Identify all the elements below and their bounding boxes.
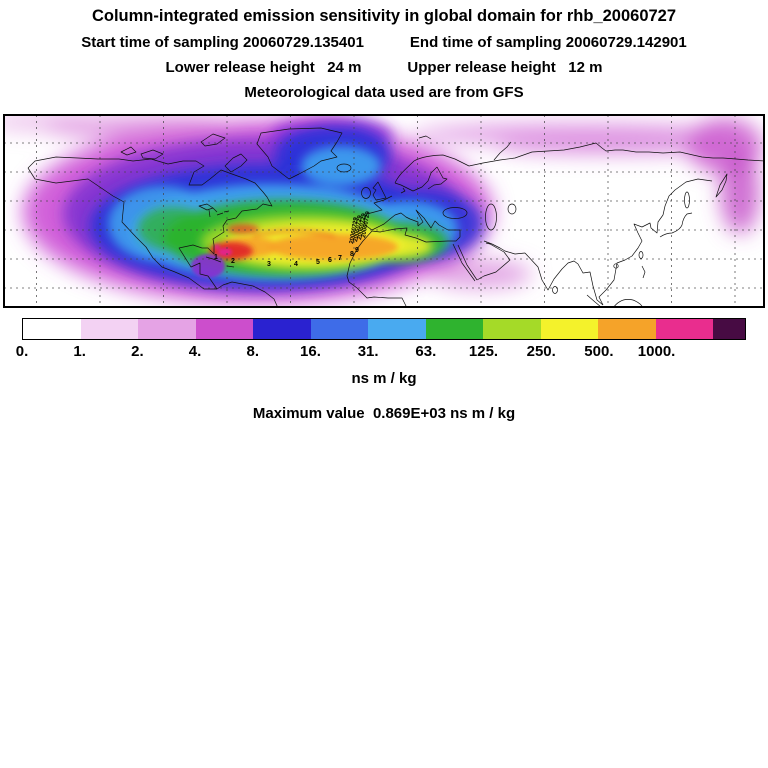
- trajectory-number: 2: [231, 258, 235, 265]
- coastline-arctic-islands: [120, 133, 248, 173]
- kamchatka: [715, 173, 728, 198]
- trajectory-number: 9: [355, 247, 359, 254]
- great-lakes: [198, 203, 230, 218]
- trajectory-number: 1: [214, 254, 218, 261]
- release-time-cluster: 20060729 20060729 20060729 20060729: [349, 210, 372, 244]
- sri-lanka: [552, 286, 558, 294]
- met-source-text: Meteorological data used are from GFS: [244, 84, 524, 101]
- trajectory-number: 5: [316, 259, 320, 266]
- sakhalin: [684, 191, 690, 209]
- release-time-label: 20060729: [357, 212, 368, 240]
- upper-release-text: Upper release height 12 m: [407, 59, 603, 76]
- release-time-label: 20060729: [349, 216, 360, 244]
- max-value-label: Maximum value: [252, 405, 365, 422]
- japan: [659, 212, 693, 238]
- coastline-arabia: [476, 240, 526, 281]
- colorbar-unit: ns m / kg: [351, 370, 417, 387]
- coastline-europe-mediterranean: [363, 195, 461, 243]
- release-time-label: 20060729: [361, 210, 372, 238]
- coastline-north-america-west: [27, 167, 279, 308]
- philippines: [641, 265, 646, 279]
- coastlines: [27, 127, 765, 308]
- map-panel: 1 2 3 4 5 6 7 8 9 20060729 20060729 2006…: [3, 114, 765, 308]
- end-time-text: End time of sampling 20060729.142901: [409, 34, 687, 51]
- lower-release-text: Lower release height 24 m: [165, 59, 362, 76]
- colorbar: 0. 1. 2. 4. 8. 16. 31. 63. 125. 250. 500. 1000.: [15, 318, 746, 362]
- trajectory-number: 8: [350, 251, 354, 258]
- max-value-spacer: [365, 405, 373, 422]
- colorbar-cells: [22, 318, 746, 340]
- novaya-zemlya: [418, 135, 512, 161]
- trajectory-number: 3: [267, 261, 271, 268]
- coastline-siberia-north: [468, 142, 765, 167]
- plume: [4, 115, 763, 304]
- taiwan: [638, 251, 644, 259]
- hainan: [613, 263, 619, 269]
- coastline-north-america-east: [27, 156, 273, 290]
- trajectory-number: 4: [294, 261, 298, 268]
- coastline-uk: [372, 181, 387, 201]
- caspian-sea: [485, 203, 497, 231]
- black-sea: [442, 207, 468, 219]
- colorbar-ticks: 0. 1. 2. 4. 8. 16. 31. 63. 125. 250. 500. 1000.: [15, 343, 676, 360]
- flexpart-plot-page: Column-integrated emission sensitivity i…: [0, 7, 768, 422]
- coastline-greenland: [256, 127, 343, 180]
- plot-title: Column-integrated emission sensitivity i…: [91, 7, 677, 25]
- borneo-sumatra: [586, 294, 644, 308]
- coastline-africa-west: [346, 230, 408, 308]
- sampling-times-line: Start time of sampling 20060729.135401 E…: [0, 34, 768, 51]
- caribbean-islands: [205, 256, 235, 268]
- world-map-svg: 1 2 3 4 5 6 7 8 9 20060729 20060729 2006…: [3, 114, 765, 308]
- red-sea: [452, 243, 478, 282]
- trajectory-number: 6: [328, 257, 332, 264]
- max-value-line: Maximum value 0.869E+03 ns m / kg: [0, 405, 768, 422]
- ireland: [361, 187, 371, 199]
- max-value: 0.869E+03 ns m / kg: [372, 405, 516, 422]
- iceland: [336, 163, 352, 173]
- coastline-east-asia: [598, 214, 664, 306]
- map-border: [3, 114, 765, 308]
- coastline-scandinavia: [394, 154, 470, 194]
- met-source-line: Meteorological data used are from GFS: [0, 84, 768, 101]
- aral-sea: [507, 203, 517, 215]
- coastline-okhotsk: [662, 178, 713, 216]
- coastline-india: [524, 252, 604, 306]
- release-time-label: 20060729: [353, 214, 364, 242]
- trajectory-number: 7: [338, 255, 342, 262]
- start-time-text: Start time of sampling 20060729.135401: [81, 34, 364, 51]
- release-heights-line: Lower release height 24 m Upper release …: [0, 59, 768, 76]
- graticule-gridlines: [4, 115, 764, 307]
- trajectory-markers: 1 2 3 4 5 6 7 8 9: [214, 247, 359, 268]
